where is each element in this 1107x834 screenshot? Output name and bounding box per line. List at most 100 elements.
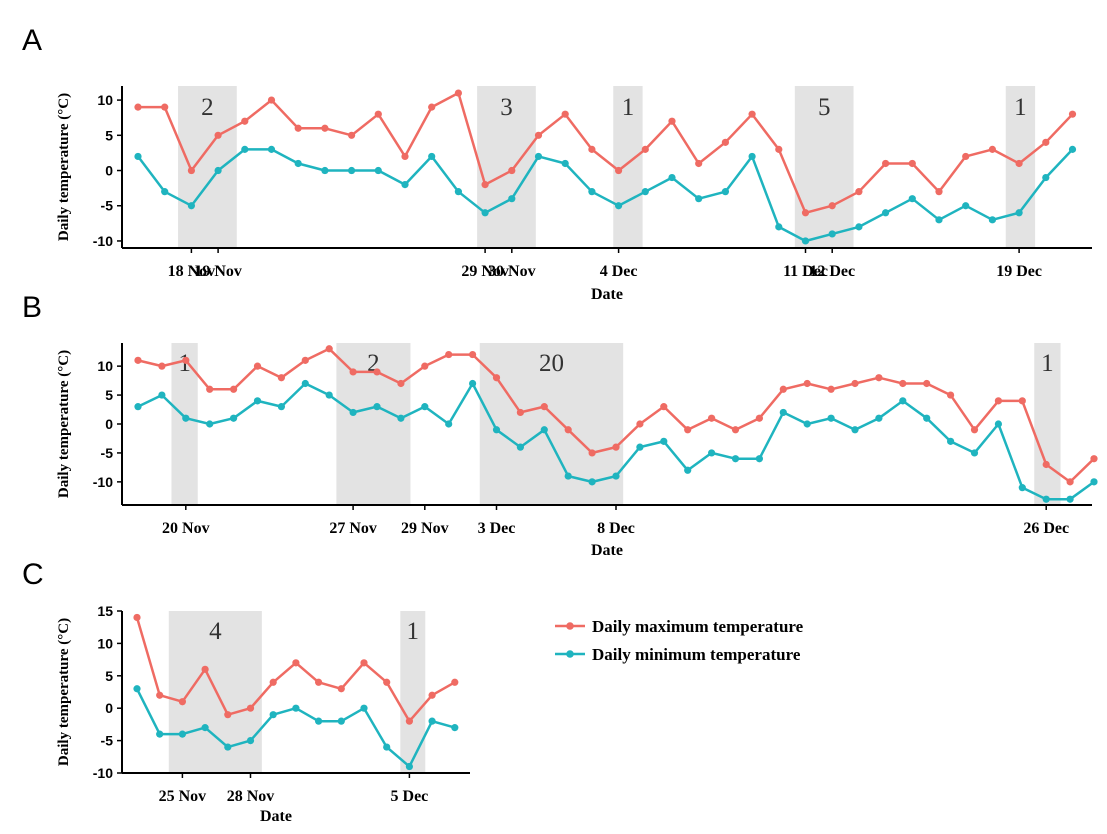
data-point-min bbox=[641, 188, 649, 196]
data-point-max bbox=[1066, 478, 1074, 486]
data-point-min bbox=[755, 455, 764, 463]
data-point-max bbox=[615, 166, 623, 175]
data-point-max bbox=[748, 110, 756, 118]
legend-max-label: Daily maximum temperature bbox=[592, 617, 804, 636]
data-point-max bbox=[337, 685, 345, 693]
data-point-max bbox=[269, 678, 277, 686]
data-point-min bbox=[962, 202, 970, 210]
data-point-min bbox=[540, 426, 548, 434]
data-point-max bbox=[828, 202, 836, 210]
data-point-min bbox=[182, 414, 190, 422]
y-tick-label: -10 bbox=[93, 474, 113, 490]
data-point-min bbox=[481, 209, 489, 217]
data-point-max bbox=[988, 145, 997, 153]
x-tick-label: 20 Nov bbox=[162, 520, 210, 537]
data-point-max bbox=[695, 159, 703, 168]
data-point-min bbox=[636, 443, 644, 451]
data-point-min bbox=[695, 195, 703, 203]
data-point-min bbox=[1066, 495, 1074, 503]
data-point-min bbox=[315, 717, 323, 725]
data-point-max bbox=[454, 89, 462, 97]
data-point-min bbox=[851, 426, 859, 434]
data-point-max bbox=[668, 117, 676, 125]
shaded-period-count: 1 bbox=[622, 94, 635, 121]
data-point-max bbox=[779, 385, 787, 393]
data-point-min bbox=[187, 202, 195, 210]
data-point-min bbox=[908, 195, 916, 203]
data-point-max bbox=[1068, 110, 1077, 118]
data-point-max bbox=[373, 368, 381, 376]
data-point-min bbox=[301, 379, 309, 388]
data-point-min bbox=[994, 420, 1003, 428]
x-tick-label: 19 Dec bbox=[996, 263, 1042, 280]
data-point-max bbox=[923, 379, 931, 388]
data-point-max bbox=[428, 691, 436, 699]
data-point-min bbox=[158, 391, 166, 399]
data-point-min bbox=[134, 152, 142, 161]
series-line-max bbox=[138, 91, 1074, 215]
data-point-min bbox=[708, 449, 716, 457]
data-point-max bbox=[588, 449, 596, 457]
data-point-max bbox=[641, 145, 649, 153]
data-point-min bbox=[428, 152, 436, 161]
data-point-max bbox=[588, 145, 596, 153]
data-point-max bbox=[1042, 138, 1050, 146]
data-point-max bbox=[1015, 159, 1023, 168]
x-tick-label: 8 Dec bbox=[597, 520, 635, 537]
data-point-max bbox=[962, 152, 970, 161]
data-point-min bbox=[935, 216, 943, 224]
shaded-period bbox=[479, 343, 624, 505]
data-point-max bbox=[294, 124, 302, 132]
data-point-min bbox=[615, 202, 623, 210]
data-point-max bbox=[267, 96, 276, 104]
legend: Daily maximum temperature Daily minimum … bbox=[555, 617, 804, 664]
shaded-period-count: 4 bbox=[209, 618, 222, 645]
data-point-max bbox=[348, 131, 356, 139]
data-point-min bbox=[454, 188, 462, 196]
data-point-max bbox=[755, 414, 764, 422]
data-point-max bbox=[230, 385, 238, 393]
x-tick-label: 5 Dec bbox=[391, 788, 429, 805]
x-tick-label: 18 Nov bbox=[168, 263, 216, 280]
legend-max-marker bbox=[566, 622, 574, 630]
data-point-min bbox=[899, 397, 907, 405]
data-point-min bbox=[277, 403, 285, 411]
data-point-max bbox=[612, 443, 620, 451]
data-point-max bbox=[708, 414, 716, 422]
data-point-max bbox=[1042, 460, 1050, 469]
data-point-max bbox=[561, 110, 569, 118]
x-tick-label: 4 Dec bbox=[600, 263, 638, 280]
data-point-max bbox=[970, 426, 979, 434]
data-point-min bbox=[134, 403, 142, 411]
data-point-max bbox=[636, 420, 644, 428]
data-point-max bbox=[1090, 455, 1098, 463]
x-tick-label: 3 Dec bbox=[478, 520, 516, 537]
data-point-max bbox=[516, 408, 525, 417]
data-point-min bbox=[469, 379, 477, 388]
data-point-max bbox=[253, 362, 262, 370]
data-point-max bbox=[360, 659, 368, 667]
data-point-max bbox=[428, 103, 436, 111]
data-point-min bbox=[401, 181, 409, 189]
data-point-min bbox=[988, 216, 997, 224]
data-point-min bbox=[428, 717, 436, 725]
shaded-period-count: 2 bbox=[201, 94, 214, 121]
data-point-min bbox=[855, 223, 863, 231]
panel-letter: A bbox=[22, 24, 42, 57]
data-point-min bbox=[241, 145, 249, 153]
data-point-min bbox=[731, 455, 740, 463]
x-tick-label: 11 Dec bbox=[783, 263, 828, 280]
y-tick-label: -10 bbox=[93, 765, 113, 781]
shaded-period-count: 20 bbox=[539, 350, 564, 377]
y-tick-label: 10 bbox=[97, 92, 113, 108]
data-point-min bbox=[775, 223, 783, 231]
data-point-max bbox=[935, 188, 943, 196]
data-point-max bbox=[899, 379, 907, 388]
data-point-max bbox=[383, 678, 391, 686]
data-point-min bbox=[803, 420, 811, 428]
x-tick-label: 27 Nov bbox=[329, 520, 377, 537]
data-point-max bbox=[241, 117, 249, 125]
data-point-min bbox=[947, 437, 955, 445]
